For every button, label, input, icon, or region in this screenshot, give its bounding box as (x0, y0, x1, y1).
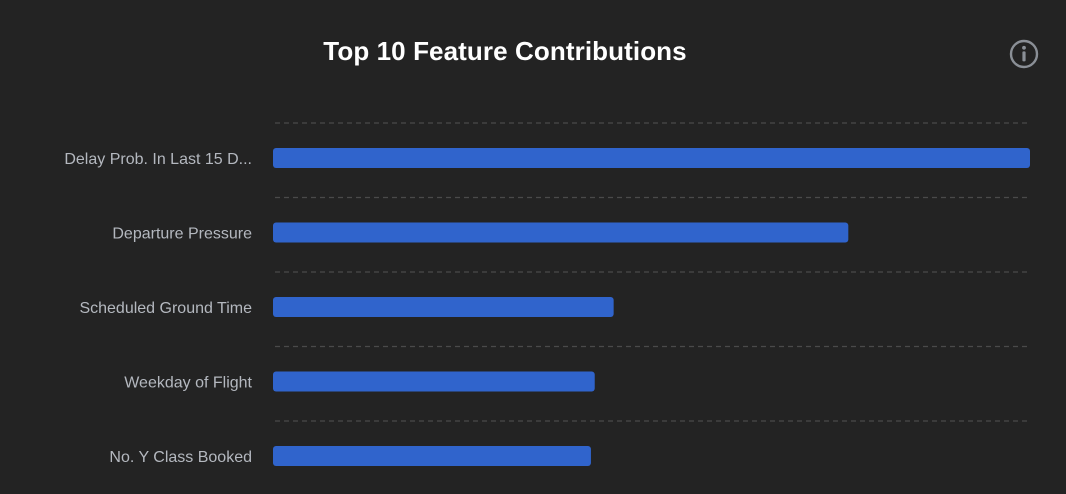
bar[interactable] (273, 297, 614, 317)
chart-title: Top 10 Feature Contributions (323, 36, 687, 66)
bar[interactable] (273, 371, 595, 392)
bar[interactable] (273, 446, 591, 466)
category-label: Departure Pressure (112, 226, 252, 243)
category-label: Weekday of Flight (124, 375, 252, 392)
category-label: No. Y Class Booked (109, 449, 252, 466)
info-icon (1009, 39, 1039, 69)
category-label: Scheduled Ground Time (79, 300, 252, 317)
bar[interactable] (273, 148, 1030, 168)
info-button[interactable] (1009, 39, 1039, 69)
category-label: Delay Prob. In Last 15 D... (64, 151, 252, 168)
bar[interactable] (273, 222, 849, 243)
